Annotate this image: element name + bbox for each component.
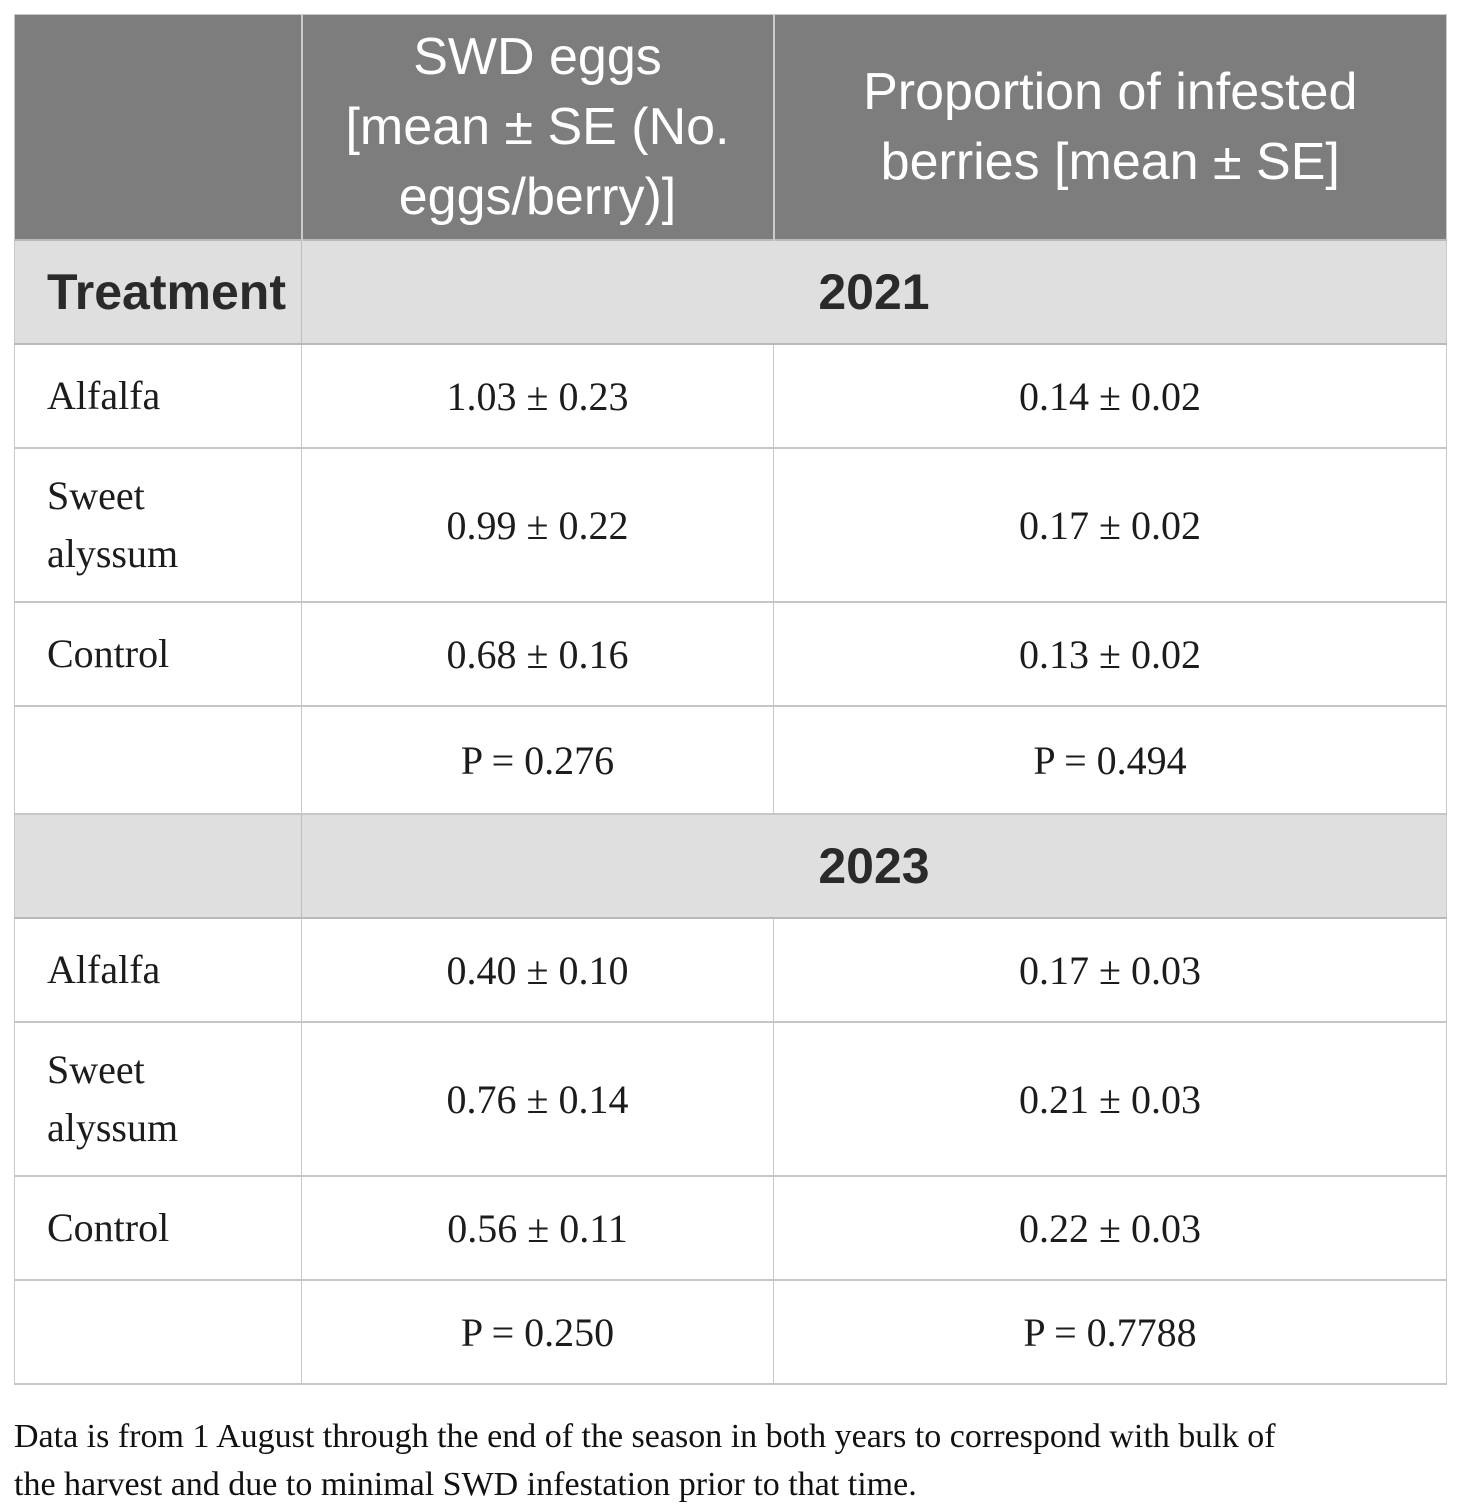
proportion-value: 0.22 ± 0.03 (773, 1175, 1447, 1281)
header-proportion-infested: Proportion of infested berries [mean ± S… (772, 14, 1447, 240)
eggs-value: 0.56 ± 0.11 (301, 1175, 774, 1281)
p-value-proportion: P = 0.7788 (773, 1279, 1447, 1385)
proportion-value: 0.17 ± 0.03 (773, 917, 1447, 1023)
treatment-name: Sweet alyssum (14, 1021, 302, 1177)
p-value-proportion: P = 0.494 (773, 705, 1447, 815)
empty-cell (14, 705, 302, 815)
header-swd-eggs: SWD eggs [mean ± SE (No. eggs/berry)] (300, 14, 774, 240)
table-figure: SWD eggs [mean ± SE (No. eggs/berry)] Pr… (14, 14, 1447, 1508)
band-empty-cell (14, 813, 302, 919)
treatment-label: Treatment (14, 239, 302, 345)
table-row-2021-sweet-alyssum: Sweet alyssum 0.99 ± 0.22 0.17 ± 0.02 (14, 447, 1447, 603)
table-row-2021-pvalues: P = 0.276 P = 0.494 (14, 705, 1447, 815)
treatment-name: Alfalfa (14, 343, 302, 449)
table-row-2021-control: Control 0.68 ± 0.16 0.13 ± 0.02 (14, 601, 1447, 707)
header-row: SWD eggs [mean ± SE (No. eggs/berry)] Pr… (14, 14, 1447, 240)
eggs-value: 1.03 ± 0.23 (301, 343, 774, 449)
table-row-2021-alfalfa: Alfalfa 1.03 ± 0.23 0.14 ± 0.02 (14, 343, 1447, 449)
year-2021-label: 2021 (301, 239, 1447, 345)
table-footnote: Data is from 1 August through the end of… (14, 1418, 1276, 1503)
proportion-value: 0.13 ± 0.02 (773, 601, 1447, 707)
treatment-name: Alfalfa (14, 917, 302, 1023)
year-2023-label: 2023 (301, 813, 1447, 919)
table-row-2023-sweet-alyssum: Sweet alyssum 0.76 ± 0.14 0.21 ± 0.03 (14, 1021, 1447, 1177)
p-value-eggs: P = 0.250 (301, 1279, 774, 1385)
empty-cell (14, 1279, 302, 1385)
proportion-value: 0.21 ± 0.03 (773, 1021, 1447, 1177)
proportion-value: 0.17 ± 0.02 (773, 447, 1447, 603)
band-row-2021: Treatment 2021 (14, 239, 1447, 345)
header-empty-cell (14, 14, 302, 240)
treatment-name: Sweet alyssum (14, 447, 302, 603)
eggs-value: 0.76 ± 0.14 (301, 1021, 774, 1177)
p-value-eggs: P = 0.276 (301, 705, 774, 815)
treatment-name: Control (14, 1175, 302, 1281)
band-row-2023: 2023 (14, 813, 1447, 919)
eggs-value: 0.68 ± 0.16 (301, 601, 774, 707)
table-row-2023-pvalues: P = 0.250 P = 0.7788 (14, 1279, 1447, 1385)
eggs-value: 0.40 ± 0.10 (301, 917, 774, 1023)
treatment-name: Control (14, 601, 302, 707)
results-table: SWD eggs [mean ± SE (No. eggs/berry)] Pr… (14, 14, 1447, 1385)
eggs-value: 0.99 ± 0.22 (301, 447, 774, 603)
proportion-value: 0.14 ± 0.02 (773, 343, 1447, 449)
table-row-2023-control: Control 0.56 ± 0.11 0.22 ± 0.03 (14, 1175, 1447, 1281)
table-row-2023-alfalfa: Alfalfa 0.40 ± 0.10 0.17 ± 0.03 (14, 917, 1447, 1023)
